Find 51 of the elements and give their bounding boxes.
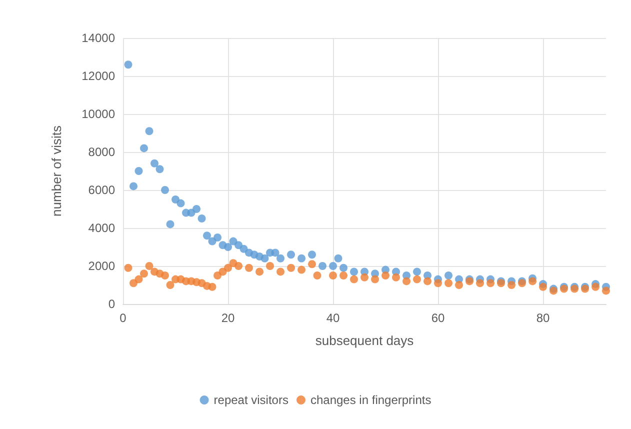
legend-label: repeat visitors — [214, 393, 288, 407]
point — [276, 268, 284, 276]
y-tick-label: 8000 — [88, 145, 116, 159]
legend-label: changes in fingerprints — [310, 393, 432, 407]
x-tick-label: 0 — [120, 311, 127, 325]
x-tick-label: 60 — [431, 311, 445, 325]
x-tick-label: 80 — [536, 311, 550, 325]
point — [602, 286, 610, 295]
point — [329, 272, 337, 280]
point — [214, 272, 222, 280]
point — [298, 266, 306, 274]
point — [266, 262, 274, 270]
point — [140, 270, 148, 278]
point — [245, 264, 253, 272]
point — [413, 275, 421, 284]
point — [224, 264, 232, 272]
point — [208, 282, 216, 291]
point — [350, 275, 358, 284]
point — [402, 277, 410, 286]
point — [444, 279, 452, 288]
point — [539, 282, 547, 291]
point — [256, 268, 264, 276]
point — [234, 262, 242, 270]
point — [486, 279, 494, 288]
point — [134, 275, 143, 284]
point — [308, 260, 316, 268]
y-tick-label: 6000 — [88, 183, 116, 197]
point — [313, 272, 322, 280]
y-axis-title: number of visits — [49, 124, 64, 217]
y-tick-label: 14000 — [82, 31, 116, 45]
point — [161, 272, 169, 280]
y-tick-label: 2000 — [88, 259, 116, 273]
x-axis-title: subsequent days — [315, 333, 414, 348]
point — [145, 262, 154, 270]
y-tick-label: 0 — [108, 297, 116, 311]
y-tick-label: 4000 — [88, 221, 116, 235]
point — [424, 277, 432, 286]
point — [476, 279, 484, 288]
point — [508, 281, 516, 289]
point — [434, 279, 442, 288]
point — [340, 272, 348, 280]
point — [592, 282, 600, 291]
y-tick-label: 10000 — [82, 107, 116, 121]
x-tick-label: 20 — [221, 311, 235, 325]
point — [287, 264, 295, 272]
point — [124, 264, 132, 272]
point — [528, 277, 536, 286]
x-tick-label: 40 — [326, 311, 340, 325]
y-tick-label: 12000 — [82, 69, 116, 83]
point — [130, 279, 138, 288]
point — [166, 281, 174, 289]
